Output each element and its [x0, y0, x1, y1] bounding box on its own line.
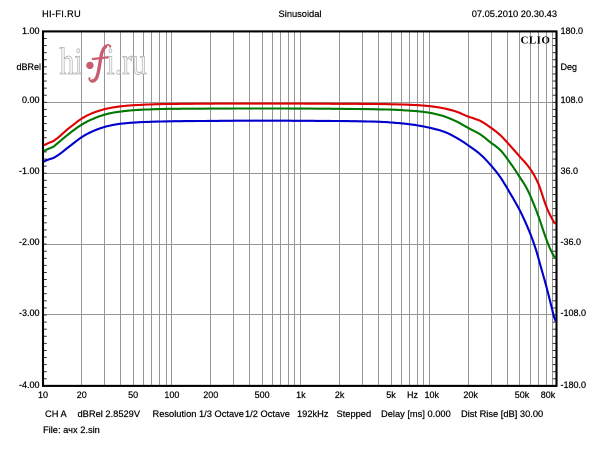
svg-text:hi: hi — [60, 42, 83, 83]
svg-text:CLIO: CLIO — [521, 35, 551, 47]
svg-text:i.ru: i.ru — [107, 42, 147, 83]
